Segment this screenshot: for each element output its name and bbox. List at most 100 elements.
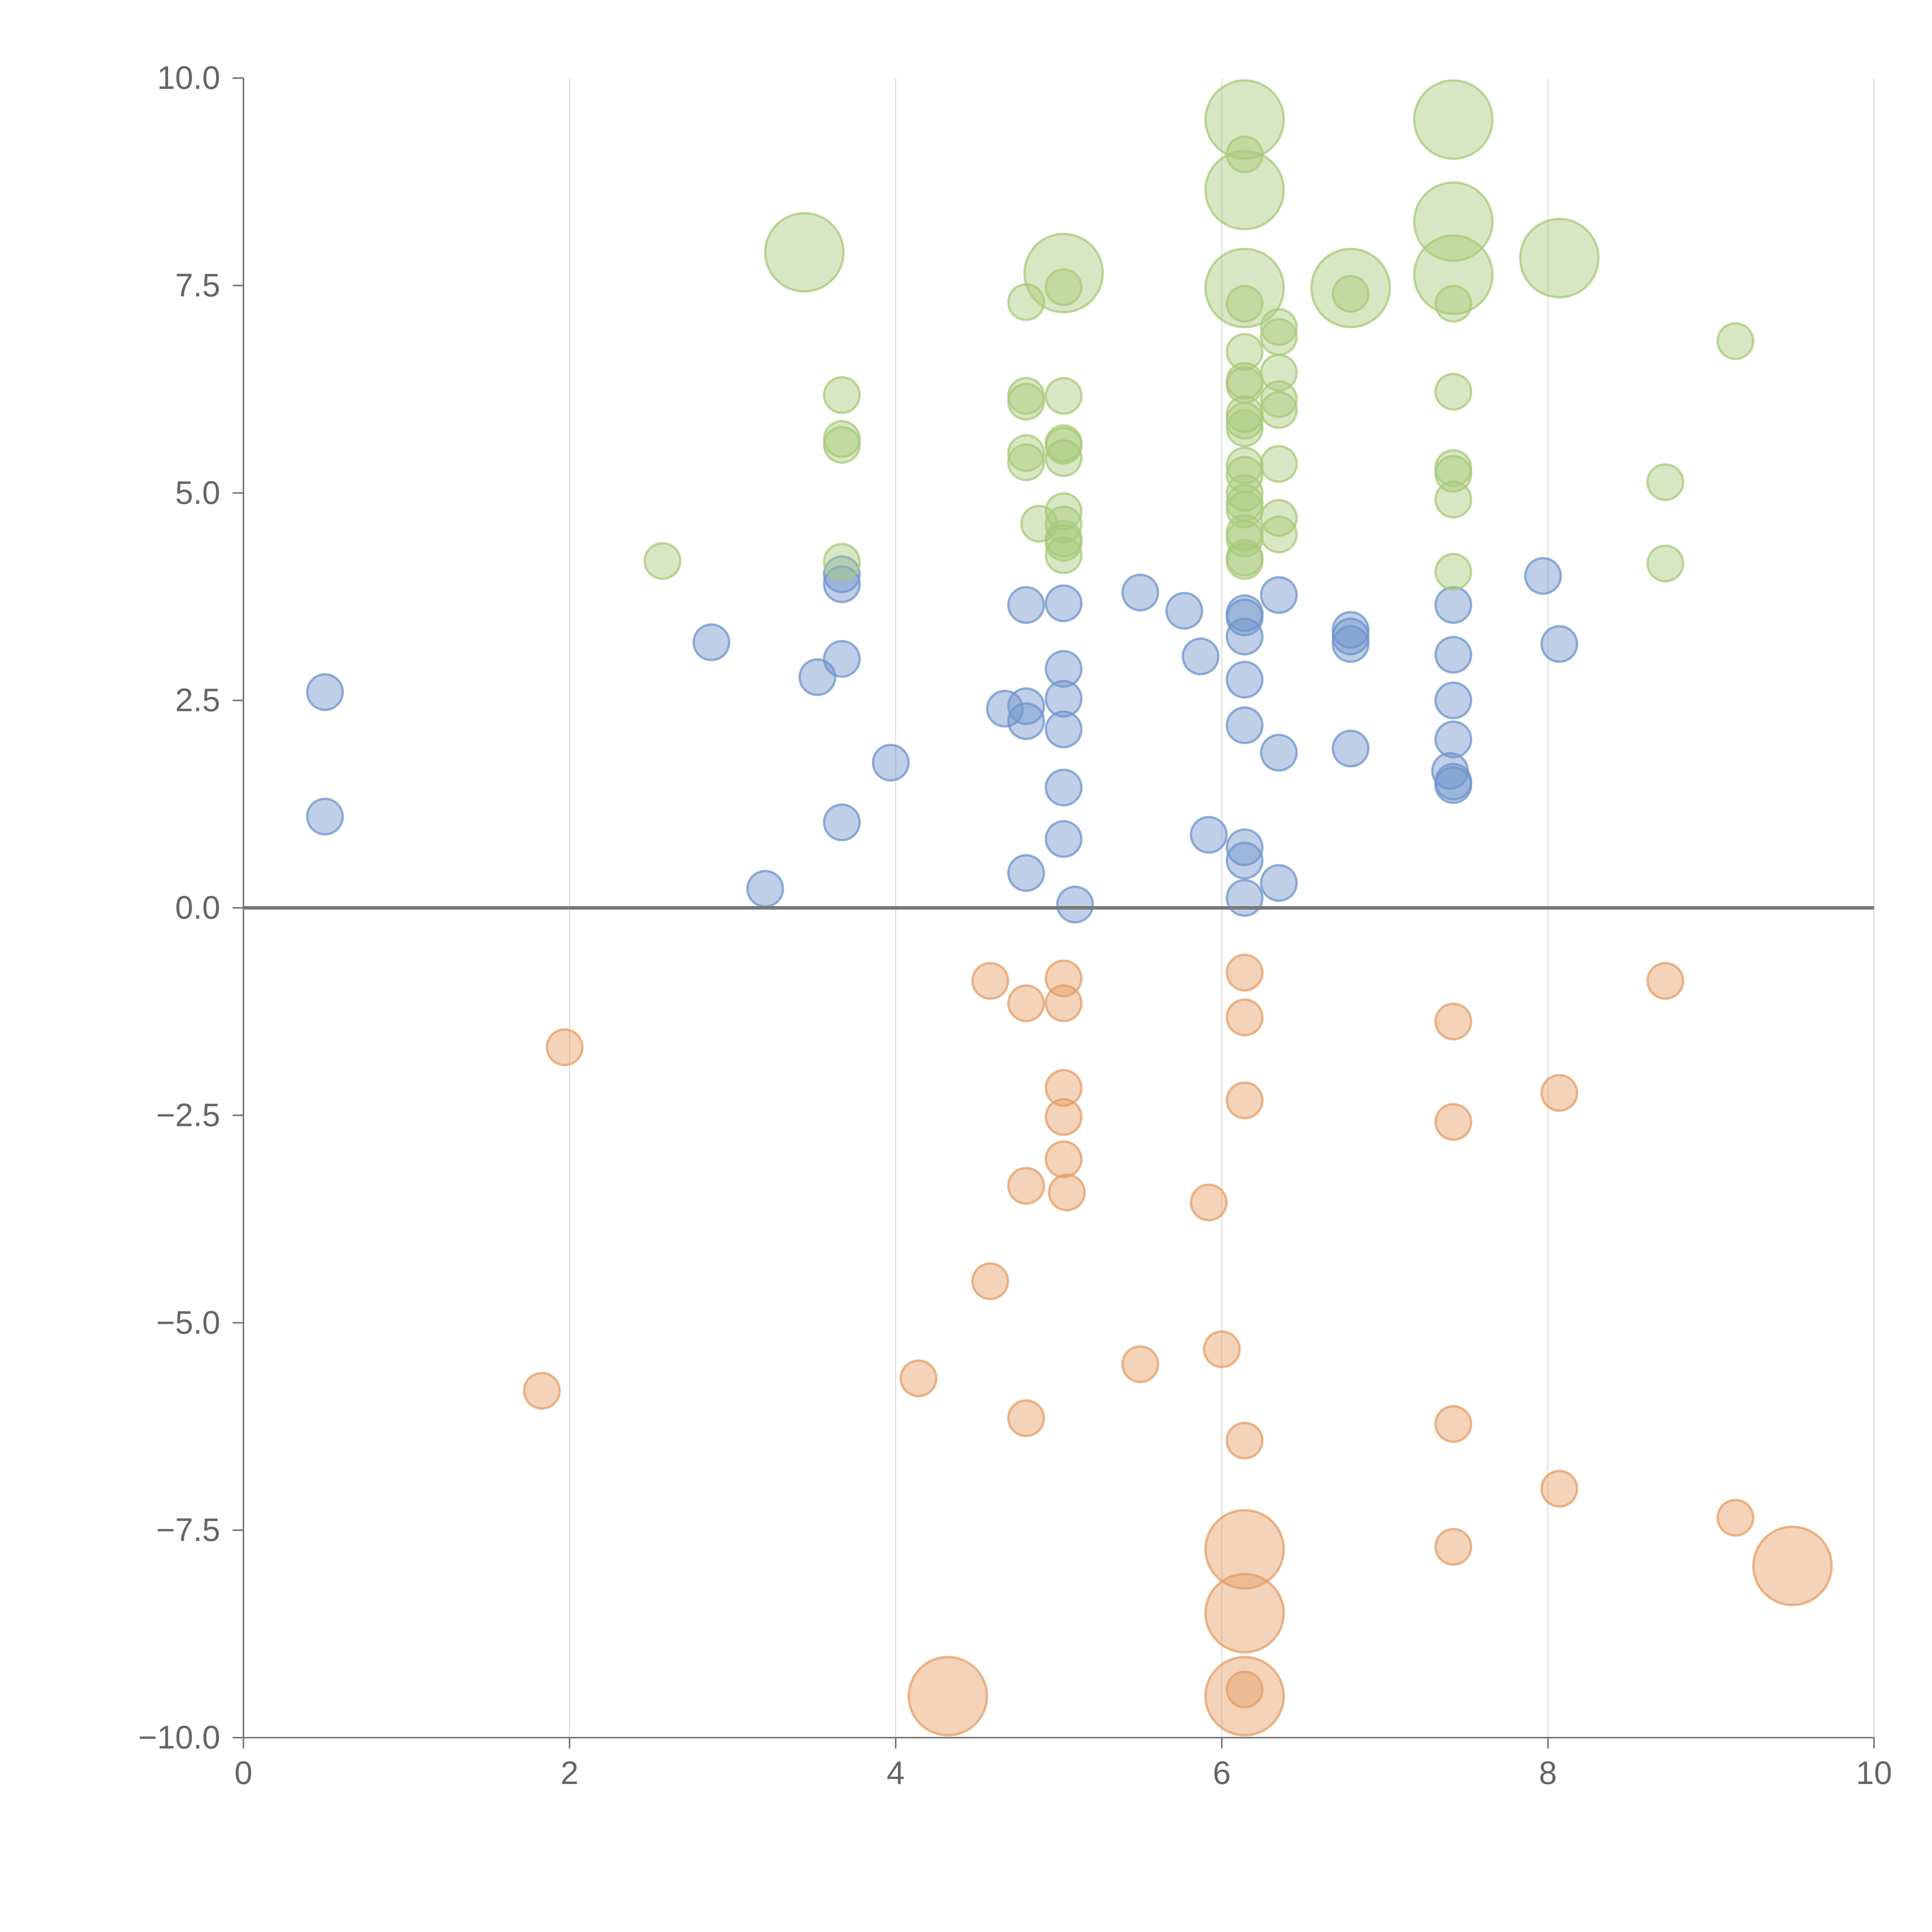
data-point-blue bbox=[1434, 636, 1473, 674]
data-point-blue bbox=[1332, 625, 1370, 663]
data-point-green bbox=[1260, 391, 1298, 429]
data-point-green bbox=[1044, 268, 1083, 306]
data-point-blue bbox=[1007, 687, 1045, 725]
x-tick-label: 2 bbox=[561, 1755, 579, 1791]
data-point-blue bbox=[823, 565, 861, 603]
data-point-blue bbox=[1165, 592, 1203, 630]
data-point-green bbox=[823, 376, 861, 414]
data-point-blue bbox=[1260, 733, 1298, 772]
data-point-green bbox=[1260, 380, 1298, 418]
data-point-green bbox=[1204, 79, 1285, 160]
data-point-blue bbox=[872, 743, 910, 782]
data-point-green bbox=[1204, 248, 1285, 328]
data-point-orange bbox=[1540, 1074, 1578, 1112]
x-tick-label: 8 bbox=[1539, 1755, 1557, 1791]
data-point-orange bbox=[546, 1028, 584, 1066]
data-point-blue bbox=[1332, 730, 1370, 768]
x-tick-label: 4 bbox=[887, 1755, 905, 1791]
data-point-orange bbox=[1044, 984, 1083, 1022]
y-tick-label: 5.0 bbox=[175, 474, 220, 511]
data-point-blue bbox=[1056, 885, 1094, 923]
data-point-green bbox=[1044, 524, 1083, 562]
data-point-blue bbox=[1434, 766, 1473, 804]
data-point-green bbox=[1646, 463, 1684, 501]
data-point-orange bbox=[1044, 1098, 1083, 1136]
x-tick-label: 10 bbox=[1856, 1755, 1892, 1791]
y-tick-label: 7.5 bbox=[175, 267, 220, 303]
series-green bbox=[643, 79, 1755, 591]
y-tick-label: 0.0 bbox=[175, 889, 220, 926]
data-point-blue bbox=[746, 870, 784, 908]
data-point-blue bbox=[1434, 681, 1473, 719]
y-tick-label: 2.5 bbox=[175, 682, 220, 718]
data-point-blue bbox=[1524, 557, 1562, 595]
data-point-blue bbox=[1434, 720, 1473, 759]
data-point-orange bbox=[1226, 998, 1264, 1036]
data-point-orange bbox=[1226, 1081, 1264, 1119]
data-point-orange bbox=[971, 962, 1009, 1000]
data-point-blue bbox=[1007, 702, 1045, 740]
data-point-orange bbox=[1226, 1670, 1264, 1709]
data-point-blue bbox=[1044, 710, 1083, 748]
data-point-green bbox=[1260, 515, 1298, 554]
data-point-green bbox=[1023, 233, 1104, 313]
data-point-green bbox=[1226, 409, 1264, 447]
series-blue bbox=[306, 555, 1578, 923]
data-point-green bbox=[1413, 234, 1494, 315]
data-point-blue bbox=[1226, 842, 1264, 880]
bubble-series bbox=[306, 79, 1833, 1736]
data-point-green bbox=[1260, 308, 1298, 346]
data-point-green bbox=[1646, 544, 1684, 583]
data-point-green bbox=[1226, 285, 1264, 323]
data-point-blue bbox=[1190, 816, 1228, 854]
data-point-orange bbox=[1226, 1422, 1264, 1460]
data-point-blue bbox=[823, 640, 861, 678]
data-point-orange bbox=[1752, 1526, 1833, 1606]
data-point-orange bbox=[1646, 962, 1684, 1000]
data-point-blue bbox=[823, 555, 861, 594]
tick-labels: 0 2 4 6 8 10 10.0 7.5 5.0 2.5 0.0 −2.5 −5.0 −7.5 −10.0 bbox=[138, 60, 1892, 1791]
data-point-blue bbox=[1260, 864, 1298, 902]
data-point-orange bbox=[1007, 984, 1045, 1022]
data-point-orange bbox=[1121, 1345, 1159, 1383]
data-point-orange bbox=[1204, 1573, 1285, 1654]
x-tick-label: 0 bbox=[235, 1755, 253, 1791]
data-point-green bbox=[1044, 427, 1083, 465]
data-point-blue bbox=[1226, 879, 1264, 917]
data-point-orange bbox=[1048, 1173, 1086, 1212]
y-tick-label: −5.0 bbox=[156, 1304, 220, 1340]
data-point-green bbox=[1007, 383, 1045, 421]
data-point-orange bbox=[1716, 1498, 1755, 1537]
data-point-green bbox=[1226, 333, 1264, 371]
data-point-orange bbox=[1204, 1656, 1285, 1736]
data-point-blue bbox=[692, 623, 731, 662]
data-point-green bbox=[1434, 372, 1473, 411]
data-point-green bbox=[1007, 443, 1045, 481]
data-point-blue bbox=[1044, 769, 1083, 807]
data-point-green bbox=[643, 542, 682, 580]
y-tick-label: 10.0 bbox=[157, 60, 221, 96]
data-point-green bbox=[1434, 480, 1473, 519]
data-point-blue bbox=[1044, 820, 1083, 858]
data-point-green bbox=[1260, 354, 1298, 392]
data-point-blue bbox=[823, 803, 861, 842]
data-point-green bbox=[1434, 553, 1473, 591]
data-point-orange bbox=[523, 1372, 561, 1410]
data-point-orange bbox=[907, 1656, 988, 1736]
data-point-blue bbox=[1044, 650, 1083, 688]
data-point-green bbox=[823, 543, 861, 581]
data-point-green bbox=[823, 426, 861, 464]
data-point-blue bbox=[1044, 584, 1083, 622]
data-point-orange bbox=[1434, 1103, 1473, 1141]
data-point-orange bbox=[1434, 1528, 1473, 1566]
data-point-orange bbox=[1204, 1509, 1285, 1590]
data-point-green bbox=[1044, 492, 1083, 530]
data-point-orange bbox=[1190, 1183, 1228, 1221]
data-point-orange bbox=[1226, 954, 1264, 992]
data-point-green bbox=[1260, 499, 1298, 537]
data-point-blue bbox=[1121, 573, 1159, 612]
data-point-orange bbox=[1434, 1405, 1473, 1443]
data-point-green bbox=[1434, 455, 1473, 493]
data-point-green bbox=[1007, 434, 1045, 472]
